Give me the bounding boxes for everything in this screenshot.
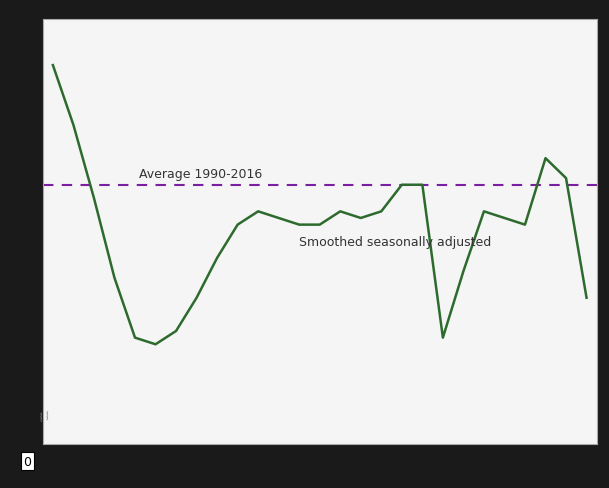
Text: Average 1990-2016: Average 1990-2016 [139,167,262,181]
Text: Smoothed seasonally adjusted: Smoothed seasonally adjusted [299,235,491,248]
Text: / /: / / [39,410,51,422]
Text: 0: 0 [23,455,32,468]
